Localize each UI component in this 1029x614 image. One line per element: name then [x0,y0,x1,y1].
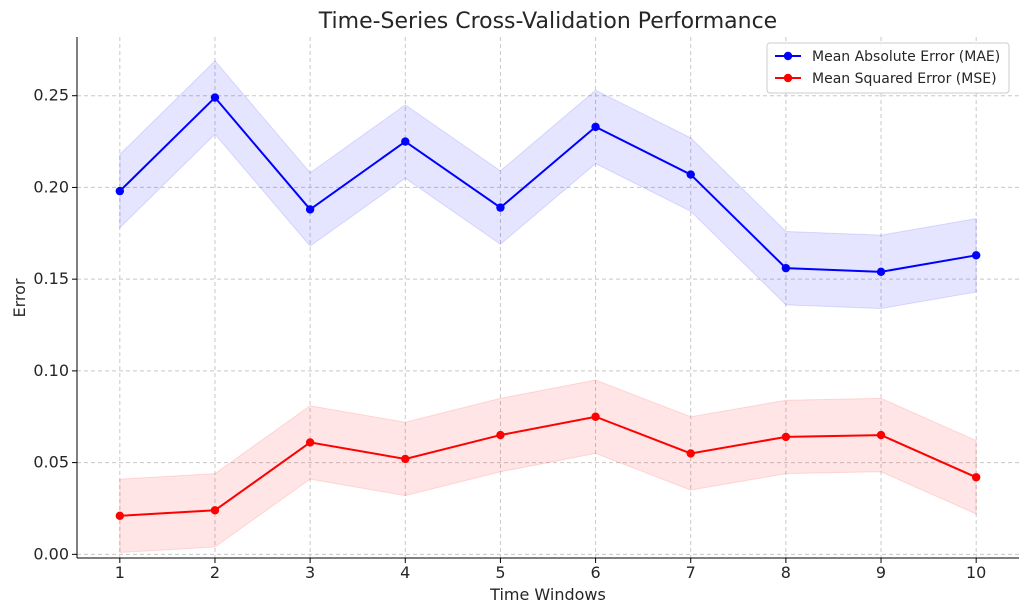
series-points [115,93,981,521]
axes [72,37,1019,563]
x-tick-label-2: 2 [210,563,220,582]
x-tick-label-6: 6 [590,563,600,582]
y-axis-label: Error [10,278,29,317]
mse-point-7 [686,449,695,458]
x-tick-label-5: 5 [495,563,505,582]
x-tick-labels: 1 2 3 4 5 6 7 8 9 10 [115,563,987,582]
legend-mse-marker [783,73,793,83]
x-tick-label-3: 3 [305,563,315,582]
y-tick-label-1: 0.05 [33,453,69,472]
mae-point-10 [971,251,981,260]
x-tick-label-9: 9 [876,563,886,582]
x-tick-label-7: 7 [686,563,696,582]
mae-point-4 [401,137,410,146]
mae-point-2 [210,93,220,102]
y-tick-label-0: 0.00 [33,544,69,563]
legend: Mean Absolute Error (MAE) Mean Squared Er… [766,42,1010,94]
mae-point-7 [686,170,695,179]
legend-frame [766,42,1010,94]
mae-point-9 [876,267,886,277]
legend-mae-label: Mean Absolute Error (MAE) [812,49,1000,65]
series-lines [119,96,977,517]
mse-point-8 [781,432,791,442]
y-tick-label-4: 0.20 [33,177,69,196]
mae-point-5 [496,203,505,212]
mae-line [119,96,977,273]
mse-line [119,415,977,517]
y-tick-label-5: 0.25 [33,86,69,105]
y-tick-labels: 0.00 0.05 0.10 0.15 0.20 0.25 [33,86,69,564]
mae-point-3 [305,205,315,214]
mse-point-1 [115,511,125,521]
mse-point-5 [496,430,505,440]
mse-point-3 [305,438,315,447]
mse-point-9 [876,430,886,440]
mse-point-4 [401,454,410,464]
x-tick-label-4: 4 [400,563,410,582]
mse-point-10 [971,473,981,482]
mae-point-6 [591,122,600,132]
mse-point-6 [591,412,600,421]
x-tick-label-8: 8 [781,563,791,582]
legend-mae-marker [783,51,793,61]
mae-point-1 [115,186,125,196]
mse-point-2 [210,506,220,515]
x-tick-label-1: 1 [115,563,125,582]
confidence-bands [119,60,977,554]
mse-confidence-band [119,379,977,554]
legend-mse-label: Mean Squared Error (MSE) [812,71,997,87]
chart-title: Time-Series Cross-Validation Performance [318,9,777,34]
y-tick-label-2: 0.10 [33,361,69,380]
x-axis-label: Time Windows [489,585,606,604]
y-tick-label-3: 0.15 [33,269,69,288]
x-tick-label-10: 10 [966,563,986,582]
mae-confidence-band [119,60,977,310]
mae-point-8 [781,263,791,273]
